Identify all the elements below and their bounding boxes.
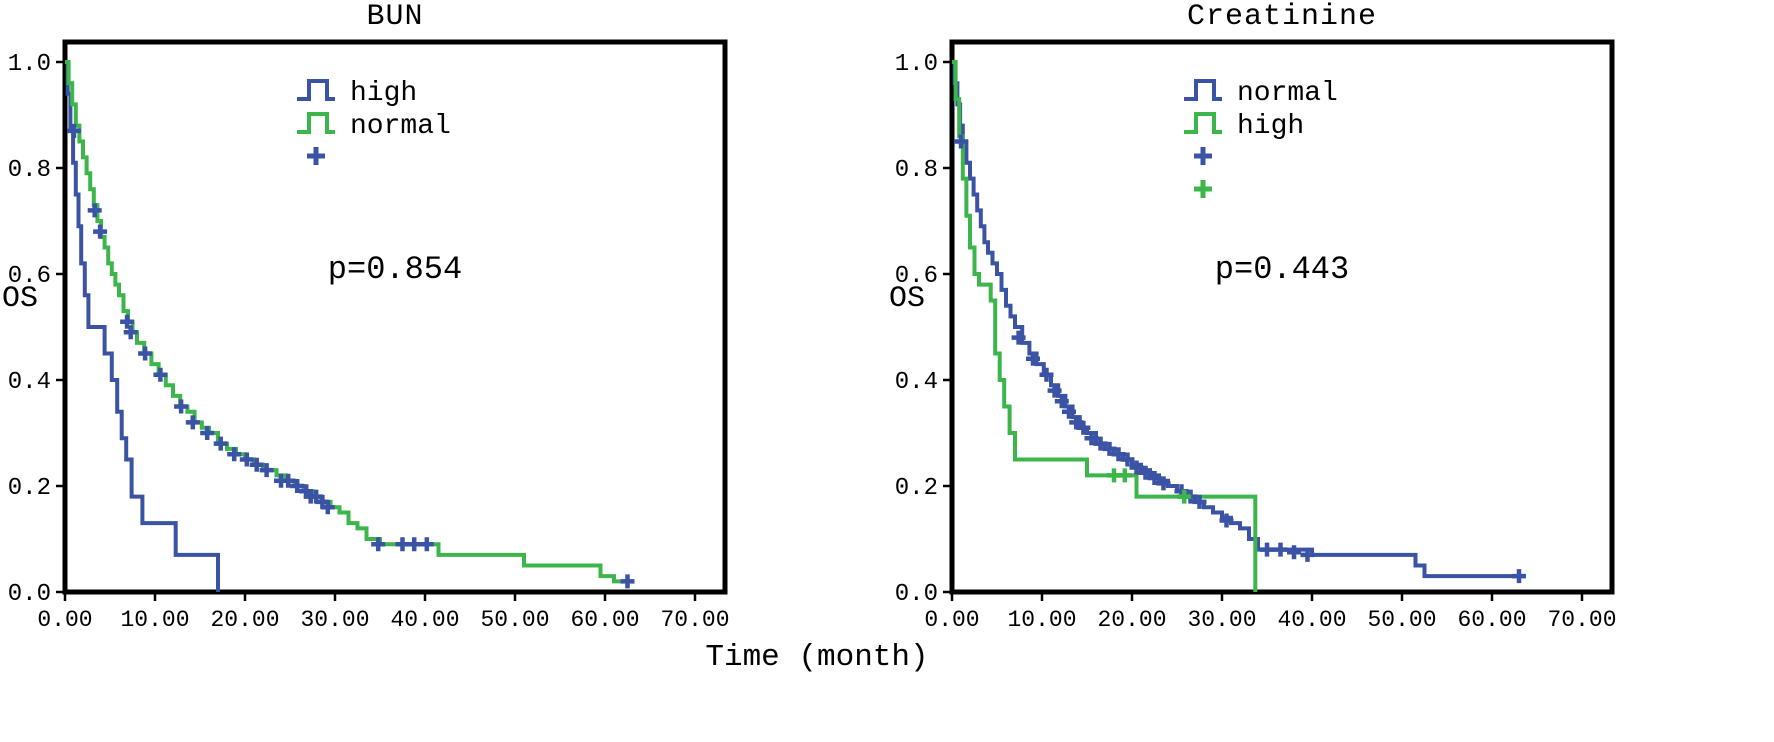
svg-text:0.4: 0.4 xyxy=(895,369,938,396)
svg-text:70.00: 70.00 xyxy=(660,607,729,633)
svg-text:40.00: 40.00 xyxy=(1277,607,1346,633)
svg-text:0.6: 0.6 xyxy=(8,263,51,290)
svg-text:50.00: 50.00 xyxy=(1367,607,1436,633)
svg-text:20.00: 20.00 xyxy=(1097,607,1166,633)
svg-text:0.00: 0.00 xyxy=(37,607,92,633)
svg-text:0.8: 0.8 xyxy=(8,157,51,184)
panel-bun: BUN OS 0.0 0.2 0.4 0.6 0.8 1.0 0.00 10.00 20.00 3… xyxy=(0,0,887,646)
svg-text:10.00: 10.00 xyxy=(1007,607,1076,633)
svg-text:30.00: 30.00 xyxy=(300,607,369,633)
svg-text:normal: normal xyxy=(1237,78,1338,109)
svg-text:0.6: 0.6 xyxy=(895,263,938,290)
svg-text:1.0: 1.0 xyxy=(895,51,938,78)
bun-km-plot: 0.0 0.2 0.4 0.6 0.8 1.0 0.00 10.00 20.00 30.00 40.… xyxy=(8,39,730,633)
svg-text:normal: normal xyxy=(350,111,451,142)
svg-text:0.0: 0.0 xyxy=(8,581,51,608)
svg-text:high: high xyxy=(350,78,417,109)
svg-text:0.4: 0.4 xyxy=(8,369,51,396)
km-survival-figure: BUN OS 0.0 0.2 0.4 0.6 0.8 1.0 0.00 10.00 20.00 3… xyxy=(0,0,1774,675)
svg-text:p=0.854: p=0.854 xyxy=(328,251,462,288)
svg-text:70.00: 70.00 xyxy=(1547,607,1616,633)
bun-title: BUN xyxy=(366,0,424,34)
svg-text:0.2: 0.2 xyxy=(895,475,938,502)
svg-text:20.00: 20.00 xyxy=(210,607,279,633)
svg-text:0.2: 0.2 xyxy=(8,475,51,502)
creatinine-km-plot: 0.0 0.2 0.4 0.6 0.8 1.0 0.00 10.00 20.00 30.00 40.… xyxy=(895,39,1617,633)
svg-text:1.0: 1.0 xyxy=(8,51,51,78)
svg-text:50.00: 50.00 xyxy=(480,607,549,633)
svg-text:0.0: 0.0 xyxy=(895,581,938,608)
svg-text:0.8: 0.8 xyxy=(895,157,938,184)
svg-text:high: high xyxy=(1237,111,1304,142)
svg-text:60.00: 60.00 xyxy=(570,607,639,633)
svg-text:40.00: 40.00 xyxy=(390,607,459,633)
panel-creatinine: Creatinine OS 0.0 0.2 0.4 0.6 0.8 1.0 0.00 10.0… xyxy=(887,0,1774,646)
creatinine-y-axis-label: OS xyxy=(889,282,926,316)
svg-text:p=0.443: p=0.443 xyxy=(1215,251,1349,288)
svg-text:30.00: 30.00 xyxy=(1187,607,1256,633)
creatinine-title: Creatinine xyxy=(1186,0,1378,34)
svg-text:60.00: 60.00 xyxy=(1457,607,1526,633)
bun-y-axis-label: OS xyxy=(2,282,39,316)
svg-text:0.00: 0.00 xyxy=(924,607,979,633)
svg-text:10.00: 10.00 xyxy=(120,607,189,633)
shared-x-axis-label: Time (month) xyxy=(705,640,929,675)
